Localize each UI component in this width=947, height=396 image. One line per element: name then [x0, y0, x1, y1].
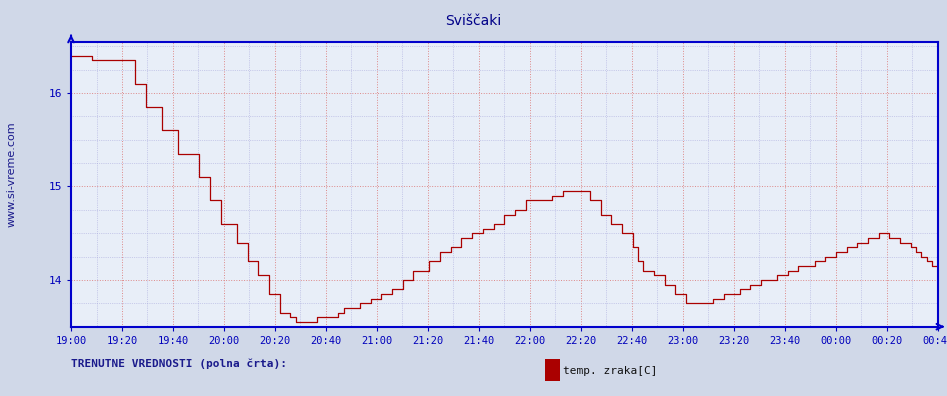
Text: www.si-vreme.com: www.si-vreme.com — [7, 122, 16, 227]
Text: TRENUTNE VREDNOSTI (polna črta):: TRENUTNE VREDNOSTI (polna črta): — [71, 358, 287, 369]
Text: Sviščaki: Sviščaki — [445, 14, 502, 28]
Text: temp. zraka[C]: temp. zraka[C] — [563, 366, 658, 376]
